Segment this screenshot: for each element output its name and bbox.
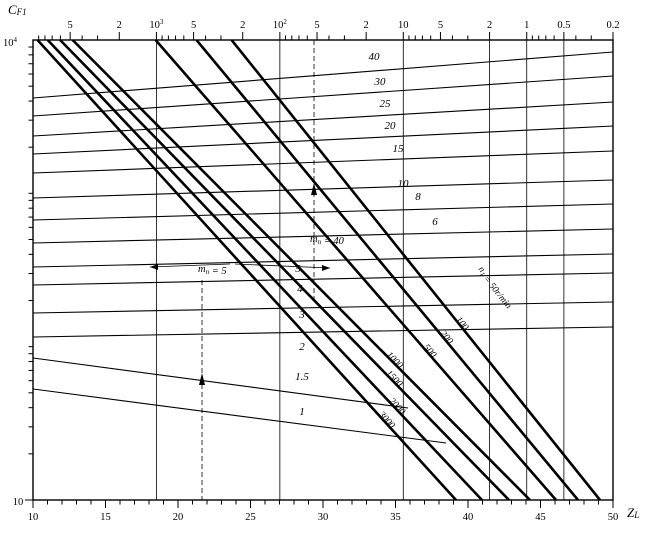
svg-text:1: 1: [524, 20, 529, 31]
svg-text:2: 2: [240, 20, 245, 31]
svg-text:10: 10: [28, 512, 39, 523]
svg-text:20: 20: [385, 120, 397, 132]
svg-text:5: 5: [191, 20, 196, 31]
svg-text:4: 4: [297, 283, 303, 295]
svg-text:6: 6: [432, 216, 438, 228]
svg-text:30: 30: [374, 76, 387, 88]
svg-text:20: 20: [173, 512, 184, 523]
svg-text:5: 5: [438, 20, 443, 31]
svg-text:50: 50: [608, 512, 619, 523]
svg-text:25: 25: [380, 98, 392, 110]
svg-text:10: 10: [398, 20, 409, 31]
svg-text:10: 10: [398, 178, 410, 190]
svg-text:30: 30: [318, 512, 329, 523]
svg-text:35: 35: [390, 512, 401, 523]
svg-text:40: 40: [463, 512, 474, 523]
svg-text:25: 25: [245, 512, 256, 523]
svg-text:2: 2: [299, 341, 305, 353]
svg-text:2: 2: [364, 20, 369, 31]
svg-text:0.2: 0.2: [606, 20, 619, 31]
svg-text:3: 3: [298, 309, 305, 321]
svg-text:1: 1: [299, 406, 305, 418]
svg-text:8: 8: [415, 191, 421, 203]
svg-text:40: 40: [369, 51, 381, 63]
svg-text:10: 10: [13, 497, 24, 508]
svg-text:15: 15: [100, 512, 111, 523]
svg-text:2: 2: [487, 20, 492, 31]
svg-text:5: 5: [295, 263, 301, 275]
svg-text:5: 5: [314, 20, 319, 31]
svg-text:5: 5: [68, 20, 73, 31]
svg-text:1.5: 1.5: [295, 371, 309, 383]
svg-text:0.5: 0.5: [557, 20, 570, 31]
svg-text:15: 15: [393, 143, 405, 155]
svg-text:2: 2: [117, 20, 122, 31]
svg-text:45: 45: [535, 512, 546, 523]
